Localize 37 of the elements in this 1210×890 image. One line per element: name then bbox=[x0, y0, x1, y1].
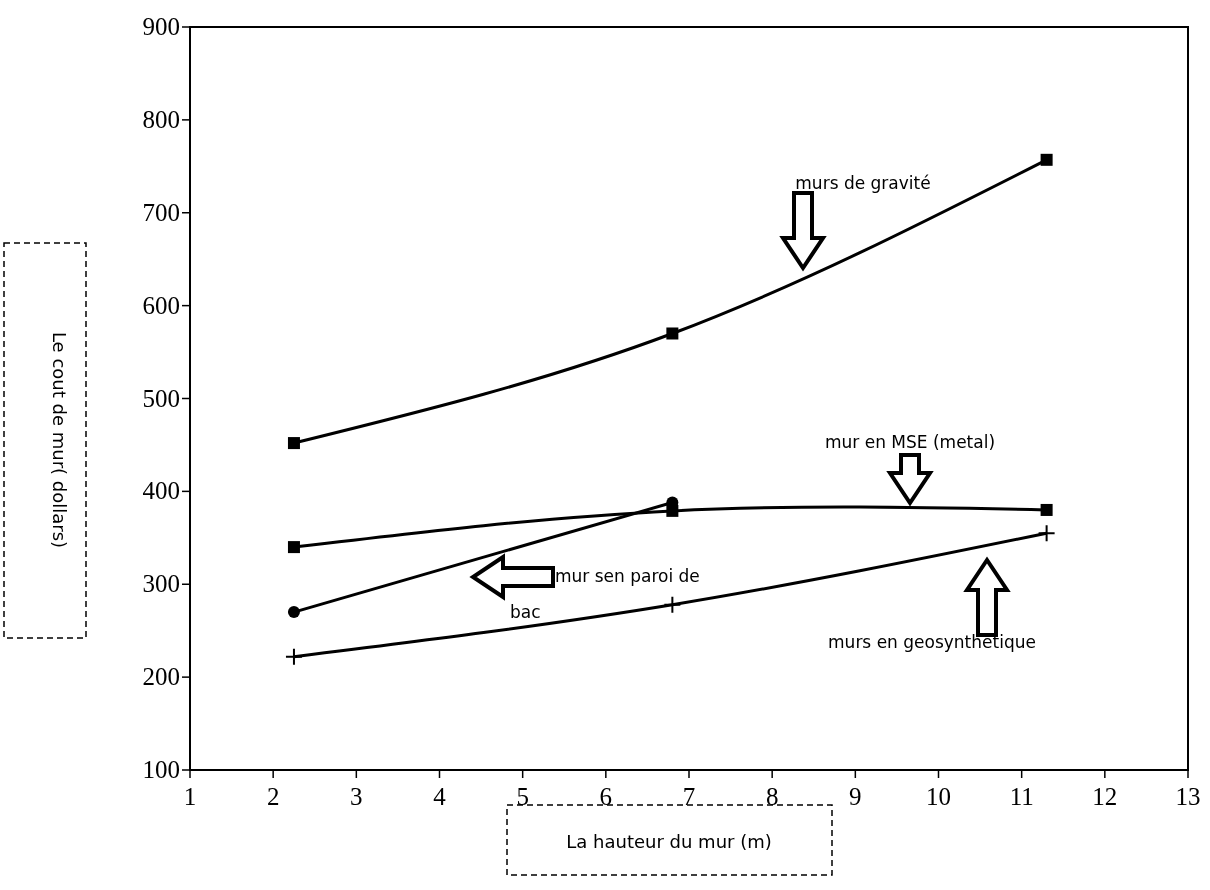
x-tick-label: 8 bbox=[765, 783, 779, 810]
y-tick-label: 300 bbox=[142, 570, 180, 598]
point bbox=[287, 437, 300, 450]
point bbox=[284, 647, 303, 666]
annotation: murs de gravité bbox=[795, 173, 931, 193]
x-tick-label: 4 bbox=[433, 783, 447, 810]
x-tick-label: 11 bbox=[1009, 783, 1034, 810]
y-tick-label: 700 bbox=[142, 198, 180, 226]
y-tick-label: 200 bbox=[142, 663, 180, 691]
text: mur sen paroi de bac bbox=[510, 566, 700, 622]
annotation: mur en MSE (metal) bbox=[824, 432, 996, 452]
y-tick-label: 100 bbox=[142, 756, 180, 783]
x-tick-label: 2 bbox=[266, 783, 280, 810]
x-tick-label: 9 bbox=[849, 783, 862, 810]
point bbox=[666, 327, 679, 340]
x-tick-label: 12 bbox=[1092, 783, 1118, 810]
point bbox=[287, 606, 300, 619]
x-tick-label: 13 bbox=[1175, 783, 1201, 810]
point bbox=[287, 541, 300, 554]
y-axis-title: Le cout de mur( dollars) bbox=[49, 331, 70, 549]
y-tick-label: 400 bbox=[142, 477, 180, 505]
y-tick-label: 600 bbox=[142, 291, 180, 319]
x-tick-label: 3 bbox=[350, 783, 363, 810]
point bbox=[1040, 153, 1053, 166]
y-tick-label: 500 bbox=[142, 384, 180, 412]
annotation: murs en geosynthetique bbox=[828, 632, 1036, 652]
point bbox=[663, 595, 682, 614]
x-axis-title: La hauteur du mur (m) bbox=[566, 831, 772, 852]
x-tick-label: 5 bbox=[516, 783, 529, 810]
x-tick-label: 7 bbox=[682, 783, 696, 810]
point bbox=[1037, 524, 1056, 543]
y-tick-label: 900 bbox=[142, 13, 180, 40]
point bbox=[1040, 503, 1053, 516]
x-tick-label: 1 bbox=[183, 783, 197, 810]
x-tick-label: 10 bbox=[926, 783, 951, 810]
x-tick-label: 6 bbox=[599, 783, 613, 810]
y-tick-label: 800 bbox=[142, 105, 180, 133]
